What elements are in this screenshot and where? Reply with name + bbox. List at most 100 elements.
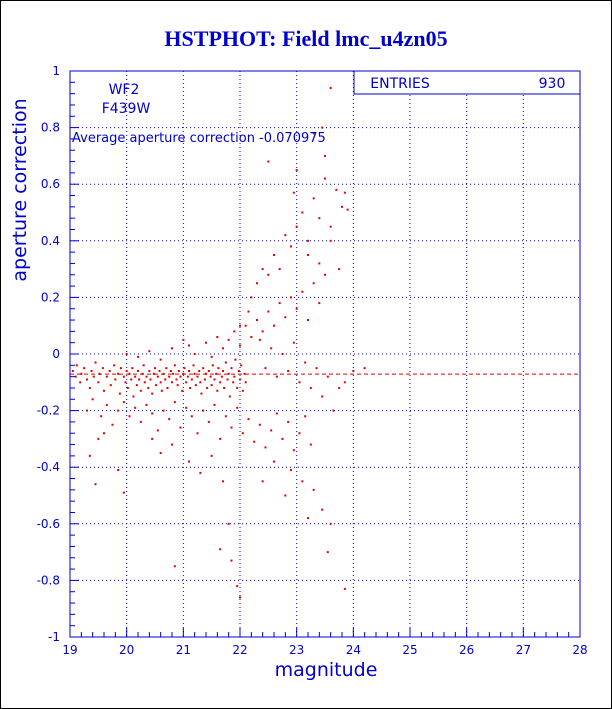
scatter-point — [117, 372, 120, 375]
scatter-point — [326, 375, 329, 378]
scatter-point — [98, 372, 101, 375]
scatter-point — [239, 344, 241, 347]
scatter-point — [227, 372, 230, 375]
scatter-point — [86, 378, 88, 381]
scatter-point — [341, 205, 343, 208]
scatter-point — [162, 409, 165, 412]
scatter-point — [241, 432, 244, 435]
scatter-point — [244, 381, 247, 384]
scatter-point — [321, 395, 324, 398]
scatter-point — [132, 395, 135, 398]
scatter-point — [189, 386, 192, 389]
scatter-point — [173, 565, 176, 568]
scatter-point — [194, 384, 197, 387]
scatter-point — [134, 406, 137, 409]
scatter-point — [90, 369, 93, 372]
scatter-point — [324, 177, 326, 180]
scatter-point — [156, 375, 159, 378]
scatter-point — [278, 268, 281, 271]
scatter-point — [284, 234, 287, 237]
scatter-point — [91, 398, 94, 401]
scatter-point — [287, 369, 290, 372]
scatter-point — [105, 375, 108, 378]
scatter-point — [326, 551, 329, 554]
scatter-point — [176, 384, 179, 387]
scatter-point — [329, 225, 332, 228]
y-tick-label: -0.2 — [37, 404, 60, 418]
scatter-point — [261, 268, 264, 271]
scatter-point — [162, 372, 165, 375]
x-tick-label: 22 — [232, 643, 247, 657]
scatter-point — [298, 432, 301, 435]
scatter-point — [240, 364, 243, 367]
scatter-point — [97, 381, 100, 384]
scatter-point — [343, 191, 346, 194]
scatter-point — [124, 381, 127, 384]
scatter-point — [101, 367, 104, 370]
scatter-point — [284, 316, 287, 319]
scatter-point — [275, 412, 278, 415]
scatter-point — [137, 369, 139, 372]
scatter-point — [281, 353, 284, 355]
scatter-point — [192, 364, 195, 367]
scatter-point — [159, 381, 162, 384]
scatter-point — [152, 372, 155, 375]
scatter-point — [236, 406, 239, 409]
scatter-point — [200, 392, 203, 395]
scatter-point — [108, 369, 111, 372]
scatter-point — [100, 415, 103, 418]
scatter-point — [210, 384, 213, 387]
scatter-point — [111, 423, 114, 426]
scatter-point — [343, 587, 346, 590]
scatter-point — [247, 418, 250, 421]
scatter-point — [227, 338, 230, 341]
scatter-point — [122, 491, 125, 494]
scatter-point — [256, 319, 258, 322]
scatter-point — [329, 239, 332, 242]
scatter-point — [292, 191, 295, 194]
scatter-point — [215, 372, 218, 375]
scatter-point — [103, 389, 105, 392]
scatter-point — [307, 239, 309, 242]
y-tick-label: -0.4 — [37, 460, 60, 474]
scatter-point — [256, 282, 258, 285]
scatter-point — [234, 358, 237, 361]
scatter-point — [92, 375, 95, 378]
scatter-point — [139, 420, 142, 423]
scatter-point — [125, 369, 128, 372]
scatter-point — [141, 372, 144, 375]
x-tick-label: 24 — [346, 643, 361, 657]
scatter-point — [159, 358, 162, 361]
scatter-point — [213, 403, 216, 406]
scatter-point — [270, 347, 273, 350]
scatter-point — [114, 378, 117, 381]
scatter-point — [182, 338, 185, 341]
scatter-point — [193, 353, 196, 355]
scatter-point — [270, 429, 273, 432]
scatter-point — [205, 341, 207, 344]
scatter-point — [80, 372, 83, 375]
y-tick-label: 0.4 — [41, 234, 60, 248]
scatter-point — [122, 401, 125, 404]
scatter-point — [151, 392, 154, 395]
scatter-point — [338, 268, 341, 271]
scatter-point — [295, 307, 298, 310]
scatter-point — [222, 347, 224, 350]
scatter-point — [137, 355, 139, 358]
scatter-point — [202, 409, 205, 412]
scatter-point — [145, 375, 148, 378]
scatter-point — [156, 429, 159, 432]
scatter-point — [117, 409, 120, 412]
scatter-point — [88, 454, 91, 457]
entries-stats-box: ENTRIES 930 — [353, 70, 581, 95]
scatter-point — [190, 415, 193, 418]
scatter-point — [239, 324, 241, 327]
scatter-point — [159, 452, 162, 455]
scatter-point — [130, 378, 133, 381]
scatter-point — [338, 386, 341, 389]
scatter-point — [190, 378, 193, 381]
scatter-point — [193, 372, 196, 375]
scatter-point — [207, 369, 210, 372]
scatter-point — [321, 126, 324, 129]
scatter-point — [324, 154, 326, 157]
